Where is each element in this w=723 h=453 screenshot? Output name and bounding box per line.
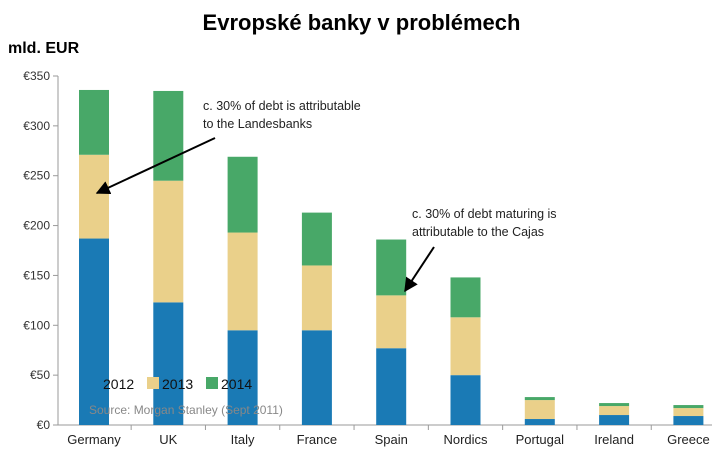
bar-2014 — [673, 405, 704, 409]
y-tick-label: €250 — [23, 169, 50, 183]
bar-2012 — [301, 330, 332, 425]
y-tick-label: €200 — [23, 219, 50, 233]
bar-2013 — [301, 265, 332, 331]
y-tick-label: €100 — [23, 318, 50, 332]
unit-label: mld. EUR — [8, 40, 80, 57]
legend-label-2013: 2013 — [162, 376, 193, 392]
bar-2014 — [376, 239, 407, 296]
bar-2012 — [450, 375, 481, 425]
bar-2013 — [450, 317, 481, 376]
y-tick-label: €0 — [37, 418, 51, 432]
x-tick-label: Italy — [231, 432, 255, 447]
y-tick-label: €350 — [23, 69, 50, 83]
annotation-landesbanks-arrow — [95, 137, 216, 195]
x-tick-label: Germany — [67, 432, 121, 447]
y-tick-label: €300 — [23, 119, 50, 133]
bar-2014 — [450, 277, 481, 318]
x-tick-label: UK — [159, 432, 177, 447]
y-tick-label: €150 — [23, 268, 50, 282]
bar-2012 — [673, 416, 704, 425]
bar-2012 — [524, 419, 555, 425]
bar-2012 — [79, 238, 109, 425]
bar-2014 — [79, 89, 109, 155]
annotation-cajas-text: c. 30% of debt maturing is — [412, 207, 557, 221]
bar-2013 — [524, 400, 555, 420]
bar-2014 — [227, 156, 258, 233]
bar-2013 — [227, 232, 258, 331]
x-tick-label: Greece — [667, 432, 710, 447]
legend-swatch-2012 — [88, 377, 100, 389]
bar-2013 — [673, 408, 704, 417]
bar-2013 — [376, 295, 407, 349]
bar-2014 — [153, 90, 184, 181]
legend-label-2012: 2012 — [103, 376, 134, 392]
y-tick-label: €50 — [30, 368, 50, 382]
bar-2012 — [153, 302, 184, 425]
bar-2013 — [79, 154, 109, 239]
x-tick-label: Ireland — [594, 432, 634, 447]
x-tick-label: Portugal — [516, 432, 565, 447]
bar-2012 — [376, 348, 407, 425]
x-tick-label: Spain — [375, 432, 408, 447]
annotation-cajas-arrow — [404, 246, 435, 293]
bar-2014 — [599, 403, 630, 407]
source-note: Source: Morgan Stanley (Sept 2011) — [89, 403, 283, 417]
legend-label-2014: 2014 — [221, 376, 252, 392]
bar-2013 — [153, 180, 184, 303]
annotation-cajas-text: attributable to the Cajas — [412, 225, 544, 239]
legend-swatch-2014 — [206, 377, 218, 389]
bar-2012 — [599, 415, 630, 425]
annotation-landesbanks-text: c. 30% of debt is attributable — [203, 99, 361, 113]
legend-swatch-2013 — [147, 377, 159, 389]
bar-2014 — [524, 397, 555, 401]
bar-2012 — [227, 330, 258, 425]
bar-2013 — [599, 406, 630, 416]
annotation-landesbanks-text: to the Landesbanks — [203, 117, 312, 131]
bar-2014 — [301, 212, 332, 266]
chart-title: Evropské banky v problémech — [202, 10, 521, 35]
x-tick-label: France — [297, 432, 337, 447]
x-tick-label: Nordics — [443, 432, 488, 447]
